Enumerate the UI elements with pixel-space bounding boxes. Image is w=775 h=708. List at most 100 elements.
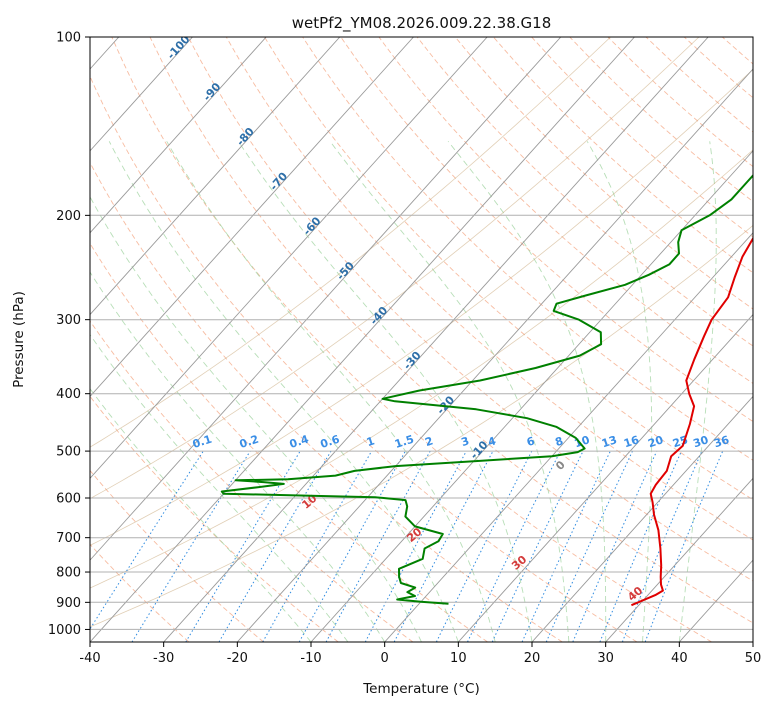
mixing-ratio-line bbox=[621, 450, 703, 642]
isotherm bbox=[90, 37, 341, 316]
moist-adiabat bbox=[90, 333, 349, 642]
mixing-ratio-line bbox=[572, 450, 658, 642]
dry-adiabat bbox=[683, 37, 753, 99]
dewpoint-profile bbox=[220, 173, 753, 605]
x-tick-label: -30 bbox=[153, 651, 174, 666]
y-tick-label: 600 bbox=[56, 492, 81, 507]
mixing-ratio-label: 36 bbox=[712, 433, 731, 450]
x-tick-label: 20 bbox=[524, 651, 541, 666]
isotherm-label: -90 bbox=[201, 80, 224, 104]
mixing-ratio-label: 8 bbox=[554, 434, 565, 449]
mixing-ratio-label: 13 bbox=[600, 433, 619, 450]
dry-adiabat bbox=[454, 37, 753, 310]
x-tick-label: -40 bbox=[79, 651, 100, 666]
mixing-ratio-label: 16 bbox=[622, 433, 641, 450]
x-tick-label: -10 bbox=[300, 651, 321, 666]
mixing-ratio-line bbox=[298, 450, 406, 642]
mixing-ratio-label: 0.6 bbox=[319, 432, 342, 450]
isotherm bbox=[90, 37, 193, 152]
isotherm bbox=[90, 37, 562, 561]
mixing-ratio-label: 0.1 bbox=[191, 433, 214, 451]
mixing-ratio-label: 4 bbox=[486, 434, 498, 449]
dry-adiabat bbox=[264, 37, 753, 501]
isotherm bbox=[236, 68, 753, 642]
y-axis-ticks: 100 200 300 400 500 600 700 800 900 1000 bbox=[48, 31, 90, 638]
dry-adiabat bbox=[90, 161, 563, 642]
isotherm bbox=[90, 37, 635, 642]
y-tick-label: 400 bbox=[56, 387, 81, 402]
mixing-ratio-line bbox=[467, 450, 561, 642]
mixing-ratio-label: 2 bbox=[423, 434, 434, 449]
dry-adiabat bbox=[302, 37, 753, 461]
isotherm-label: -80 bbox=[234, 125, 257, 149]
dry-adiabat bbox=[187, 37, 753, 582]
dry-adiabat bbox=[607, 37, 753, 168]
mixing-ratio-line bbox=[435, 450, 533, 642]
moist-adiabat bbox=[586, 141, 653, 642]
dry-adiabat bbox=[378, 37, 753, 384]
isotherm bbox=[310, 150, 753, 642]
y-tick-label: 800 bbox=[56, 566, 81, 581]
dry-adiabat bbox=[90, 469, 264, 642]
isotherm bbox=[531, 395, 753, 642]
y-tick-label: 500 bbox=[56, 445, 81, 460]
reference-curve bbox=[90, 37, 700, 500]
background-lines bbox=[90, 37, 775, 642]
plot-frame bbox=[89, 36, 754, 643]
dry-adiabat bbox=[90, 242, 488, 642]
isotherm bbox=[384, 232, 753, 642]
y-tick-label: 1000 bbox=[48, 623, 81, 638]
reference-curve bbox=[90, 149, 753, 589]
y-tick-label: 900 bbox=[56, 596, 81, 611]
reference-curve bbox=[90, 68, 753, 546]
x-tick-label: 40 bbox=[671, 651, 688, 666]
dry-adiabat bbox=[645, 37, 753, 133]
mixing-ratio-line bbox=[90, 450, 204, 630]
mixing-ratio-label: 10 bbox=[573, 433, 592, 450]
y-axis-label: Pressure (hPa) bbox=[11, 291, 27, 388]
mixing-ratio-label: 1.5 bbox=[393, 433, 416, 451]
reference-curve bbox=[90, 224, 753, 628]
isotherm-label: -40 bbox=[367, 304, 390, 328]
mixing-ratio-line bbox=[131, 450, 251, 642]
x-tick-label: 10 bbox=[450, 651, 467, 666]
isotherm bbox=[678, 559, 753, 642]
mixing-ratio-label: 0.4 bbox=[288, 432, 311, 450]
dry-adiabat bbox=[149, 37, 753, 624]
isotherm bbox=[90, 37, 267, 234]
mixing-ratio-line bbox=[325, 450, 431, 642]
x-tick-label: 0 bbox=[381, 651, 389, 666]
moist-adiabat bbox=[678, 141, 717, 642]
x-axis-label: Temperature (°C) bbox=[362, 681, 480, 697]
y-tick-label: 100 bbox=[56, 31, 81, 46]
x-tick-label: 50 bbox=[745, 651, 762, 666]
moist-adiabat-label: 0 bbox=[553, 458, 568, 473]
moist-adiabat bbox=[447, 141, 607, 642]
isotherm bbox=[90, 37, 488, 480]
dry-adiabat bbox=[90, 543, 190, 642]
isotherm-label: -60 bbox=[301, 214, 324, 238]
x-tick-label: -20 bbox=[227, 651, 248, 666]
dry-adiabat bbox=[761, 37, 775, 642]
isotherm bbox=[605, 477, 753, 642]
isotherm bbox=[457, 313, 753, 642]
dry-adiabat bbox=[340, 37, 753, 423]
mixing-ratio-label: 30 bbox=[692, 433, 711, 450]
mixing-ratio-line bbox=[644, 450, 724, 642]
moist-adiabat bbox=[238, 141, 533, 642]
dry-adiabat bbox=[90, 320, 414, 642]
mixing-ratio-line bbox=[364, 450, 467, 642]
dry-adiabat-label: 30 bbox=[509, 553, 529, 573]
profile-series bbox=[220, 173, 753, 607]
x-axis-ticks: -40 -30 -20 -10 0 10 20 30 40 50 bbox=[79, 642, 761, 666]
y-tick-label: 200 bbox=[56, 209, 81, 224]
mixing-ratio-label: 6 bbox=[525, 434, 537, 449]
mixing-ratio-label: 1 bbox=[365, 434, 376, 449]
mixing-ratio-line bbox=[545, 450, 633, 642]
mixing-ratio-label: 0.2 bbox=[238, 433, 261, 451]
y-tick-label: 700 bbox=[56, 531, 81, 546]
dry-adiabat bbox=[225, 37, 753, 541]
dry-adiabat bbox=[90, 75, 638, 642]
isotherm bbox=[90, 37, 414, 398]
